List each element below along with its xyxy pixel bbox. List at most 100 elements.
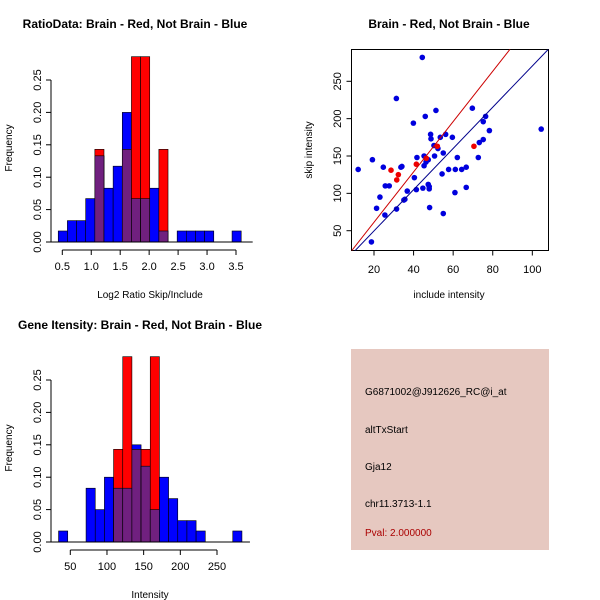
bar-overlap — [94, 155, 105, 243]
bar-brain — [158, 149, 169, 243]
bar-overlap — [158, 230, 169, 243]
x-tick-label: 150 — [134, 561, 152, 573]
point-not-brain — [411, 174, 418, 181]
y-tick-label: 0.25 — [32, 69, 44, 90]
y-tick-label: 0.10 — [32, 166, 44, 187]
bar-not-brain — [85, 198, 96, 243]
bar-not-brain — [85, 487, 96, 543]
bar-overlap — [131, 449, 142, 543]
x-tick-label: 3.5 — [228, 261, 243, 273]
bar-not-brain — [186, 520, 197, 543]
point-not-brain — [380, 164, 387, 171]
point-not-brain — [419, 54, 426, 61]
x-tick-label: 250 — [208, 561, 226, 573]
point-not-brain — [486, 127, 493, 134]
intensity-histogram-ylabel: Frequency — [4, 424, 15, 471]
point-brain — [395, 171, 402, 178]
point-not-brain — [393, 95, 400, 102]
x-tick-label: 200 — [171, 561, 189, 573]
y-tick-label: 0.20 — [32, 102, 44, 123]
x-tick-label: 2.0 — [142, 261, 157, 273]
y-tick-label: 0.20 — [32, 402, 44, 423]
bar-not-brain — [58, 530, 69, 543]
bar-not-brain — [149, 187, 160, 243]
ratio-histogram: RatioData: Brain - Red, Not Brain - Blue… — [4, 17, 253, 301]
bar-overlap — [140, 198, 151, 243]
point-not-brain — [476, 139, 483, 146]
point-not-brain — [373, 205, 380, 212]
intensity-histogram-title: Gene Itensity: Brain - Red, Not Brain - … — [18, 318, 262, 332]
scatter-ylabel: skip intensity — [304, 121, 315, 178]
y-tick-label: 0.15 — [32, 134, 44, 155]
x-tick-label: 60 — [447, 264, 459, 276]
bar-not-brain — [195, 530, 206, 543]
point-not-brain — [433, 107, 439, 114]
bar-not-brain — [232, 530, 243, 543]
fit-line-brain — [351, 49, 511, 251]
bar-not-brain — [204, 230, 215, 243]
x-tick-label: 100 — [98, 561, 116, 573]
point-not-brain — [480, 118, 487, 125]
point-not-brain — [410, 120, 417, 126]
info-pval: Pval: 2.000000 — [365, 528, 432, 539]
x-tick-label: 50 — [64, 561, 76, 573]
y-tick-label: 250 — [332, 72, 344, 90]
intensity-histogram-xlabel: Intensity — [131, 590, 168, 600]
fit-line-not-brain — [354, 49, 549, 251]
y-tick-label: 0.05 — [32, 499, 44, 520]
y-tick-label: 50 — [332, 225, 344, 237]
bar-not-brain — [159, 476, 169, 543]
info-probe-id: G6871002@J912626_RC@i_at — [365, 387, 507, 398]
intensity-scatter: Brain - Red, Not Brain - Blue 20 40 60 80 10… — [304, 17, 549, 301]
point-not-brain — [386, 183, 393, 189]
point-not-brain — [426, 186, 433, 192]
point-not-brain — [452, 189, 458, 196]
bar-overlap — [113, 487, 124, 543]
bar-not-brain — [76, 220, 86, 243]
point-not-brain — [369, 156, 376, 163]
x-tick-label: 1.0 — [84, 261, 99, 273]
point-not-brain — [427, 131, 434, 138]
point-not-brain — [475, 154, 482, 161]
point-not-brain — [463, 184, 470, 191]
point-not-brain — [414, 154, 420, 161]
point-not-brain — [458, 166, 465, 173]
point-not-brain — [355, 166, 361, 173]
x-tick-label: 20 — [368, 264, 380, 276]
bar-not-brain — [67, 220, 77, 243]
point-not-brain — [538, 126, 545, 132]
bar-not-brain — [176, 230, 187, 243]
point-not-brain — [420, 185, 426, 191]
point-not-brain — [449, 134, 456, 141]
scatter-plot-box — [351, 49, 549, 251]
info-panel: G6871002@J912626_RC@i_at altTxStart Gja1… — [351, 349, 549, 550]
point-not-brain — [463, 164, 470, 171]
bar-overlap — [121, 149, 132, 243]
y-tick-label: 0.00 — [32, 231, 44, 252]
bar-not-brain — [94, 509, 105, 543]
bar-not-brain — [112, 165, 123, 243]
bar-not-brain — [168, 498, 179, 543]
y-tick-label: 0.10 — [32, 466, 44, 487]
point-brain — [393, 177, 400, 183]
x-tick-label: 80 — [487, 264, 499, 276]
ratio-histogram-title: RatioData: Brain - Red, Not Brain - Blue — [23, 17, 248, 31]
point-not-brain — [393, 206, 400, 212]
y-tick-label: 100 — [332, 184, 344, 202]
point-not-brain — [404, 188, 411, 194]
point-brain — [434, 143, 441, 150]
y-tick-label: 200 — [332, 109, 344, 127]
bar-not-brain — [177, 520, 188, 543]
point-not-brain — [413, 186, 420, 193]
y-tick-label: 0.00 — [32, 531, 44, 552]
bar-overlap — [131, 198, 141, 243]
x-tick-label: 100 — [523, 264, 541, 276]
y-tick-label: 0.15 — [32, 434, 44, 455]
point-not-brain — [421, 162, 427, 169]
point-not-brain — [454, 154, 461, 161]
point-not-brain — [377, 194, 383, 200]
point-not-brain — [440, 210, 447, 217]
bar-overlap — [149, 509, 160, 543]
scatter-xlabel: include intensity — [413, 290, 484, 301]
